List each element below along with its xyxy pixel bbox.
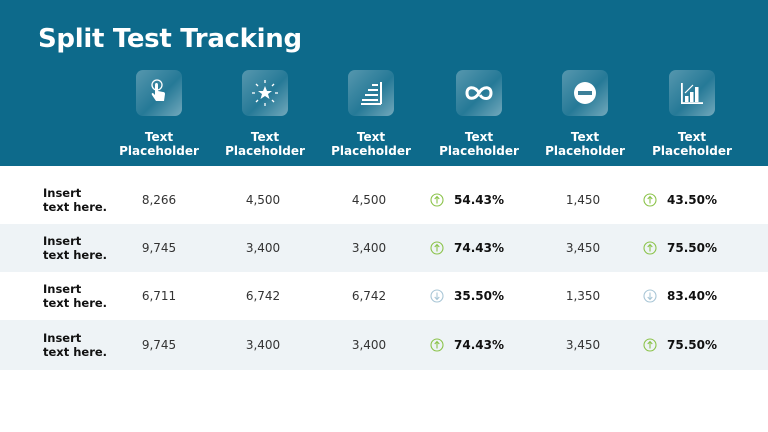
cell-c1: 9,745 bbox=[141, 241, 177, 255]
percent-cell: 75.50% bbox=[643, 241, 717, 255]
arrow-up-circle-icon bbox=[643, 193, 667, 207]
row-label-line: text here. bbox=[43, 248, 108, 262]
percent-value: 54.43% bbox=[454, 193, 504, 207]
column-label: Text bbox=[464, 130, 494, 144]
row-label: Insert text here. bbox=[43, 234, 107, 262]
cell-c5: 3,450 bbox=[565, 241, 601, 255]
header-band: Split Test Tracking Text Placeholder Text… bbox=[0, 0, 768, 166]
table-row: Insert text here. 6,711 6,742 6,742 1,350 35.5… bbox=[0, 272, 768, 320]
row-label-line: text here. bbox=[43, 345, 108, 359]
row-label: Insert text here. bbox=[43, 282, 107, 310]
arrow-up-circle-icon bbox=[643, 241, 667, 255]
percent-cell: 35.50% bbox=[430, 289, 504, 303]
cell-c1: 6,711 bbox=[141, 289, 177, 303]
cell-c5: 3,450 bbox=[565, 338, 601, 352]
column-label: Placeholder bbox=[225, 144, 305, 158]
cell-c2: 4,500 bbox=[245, 193, 281, 207]
percent-value: 75.50% bbox=[667, 338, 717, 352]
column-label: Text bbox=[677, 130, 707, 144]
column-label: Text bbox=[570, 130, 600, 144]
percent-cell: 43.50% bbox=[643, 193, 717, 207]
column-label: Text bbox=[356, 130, 386, 144]
sparkle-star-icon bbox=[242, 70, 288, 116]
arrow-down-circle-icon bbox=[643, 289, 667, 303]
row-label-line: Insert bbox=[43, 186, 82, 200]
column-label: Placeholder bbox=[331, 144, 411, 158]
percent-cell: 74.43% bbox=[430, 241, 504, 255]
column-header: Text Placeholder bbox=[316, 70, 426, 158]
column-header: Text Placeholder bbox=[210, 70, 320, 158]
cell-c2: 6,742 bbox=[245, 289, 281, 303]
page-title: Split Test Tracking bbox=[38, 24, 302, 54]
arrow-up-circle-icon bbox=[430, 338, 454, 352]
column-label: Text bbox=[144, 130, 174, 144]
arrow-down-circle-icon bbox=[430, 289, 454, 303]
row-label-line: Insert bbox=[43, 282, 82, 296]
column-label: Placeholder bbox=[119, 144, 199, 158]
column-header: Text Placeholder bbox=[424, 70, 534, 158]
row-label: Insert text here. bbox=[43, 331, 107, 359]
cell-c3: 3,400 bbox=[351, 338, 387, 352]
minus-circle-icon bbox=[562, 70, 608, 116]
bar-chart-growth-icon bbox=[669, 70, 715, 116]
cell-c3: 6,742 bbox=[351, 289, 387, 303]
percent-value: 43.50% bbox=[667, 193, 717, 207]
cell-c5: 1,450 bbox=[565, 193, 601, 207]
row-label-line: text here. bbox=[43, 296, 108, 310]
column-label: Placeholder bbox=[652, 144, 732, 158]
percent-value: 74.43% bbox=[454, 241, 504, 255]
column-header: Text Placeholder bbox=[637, 70, 747, 158]
arrow-up-circle-icon bbox=[430, 241, 454, 255]
cell-c2: 3,400 bbox=[245, 241, 281, 255]
arrow-up-circle-icon bbox=[430, 193, 454, 207]
percent-cell: 54.43% bbox=[430, 193, 504, 207]
cell-c3: 4,500 bbox=[351, 193, 387, 207]
row-label-line: text here. bbox=[43, 200, 108, 214]
row-label-line: Insert bbox=[43, 331, 82, 345]
percent-value: 35.50% bbox=[454, 289, 504, 303]
percent-cell: 74.43% bbox=[430, 338, 504, 352]
row-label-line: Insert bbox=[43, 234, 82, 248]
column-header: Text Placeholder bbox=[104, 70, 214, 158]
percent-value: 74.43% bbox=[454, 338, 504, 352]
percent-cell: 83.40% bbox=[643, 289, 717, 303]
table-row: Insert text here. 9,745 3,400 3,400 3,450 74.4… bbox=[0, 224, 768, 272]
row-label: Insert text here. bbox=[43, 186, 107, 214]
touch-hand-icon bbox=[136, 70, 182, 116]
arrow-up-circle-icon bbox=[643, 338, 667, 352]
table-row: Insert text here. 8,266 4,500 4,500 1,450 54.4… bbox=[0, 166, 768, 224]
column-header: Text Placeholder bbox=[530, 70, 640, 158]
stairs-chart-icon bbox=[348, 70, 394, 116]
cell-c1: 8,266 bbox=[141, 193, 177, 207]
table-row: Insert text here. 9,745 3,400 3,400 3,450 74.4… bbox=[0, 320, 768, 370]
cell-c2: 3,400 bbox=[245, 338, 281, 352]
column-label: Placeholder bbox=[545, 144, 625, 158]
cell-c1: 9,745 bbox=[141, 338, 177, 352]
cell-c3: 3,400 bbox=[351, 241, 387, 255]
infinity-loop-icon bbox=[456, 70, 502, 116]
cell-c5: 1,350 bbox=[565, 289, 601, 303]
percent-value: 75.50% bbox=[667, 241, 717, 255]
percent-value: 83.40% bbox=[667, 289, 717, 303]
column-label: Text bbox=[250, 130, 280, 144]
percent-cell: 75.50% bbox=[643, 338, 717, 352]
column-label: Placeholder bbox=[439, 144, 519, 158]
